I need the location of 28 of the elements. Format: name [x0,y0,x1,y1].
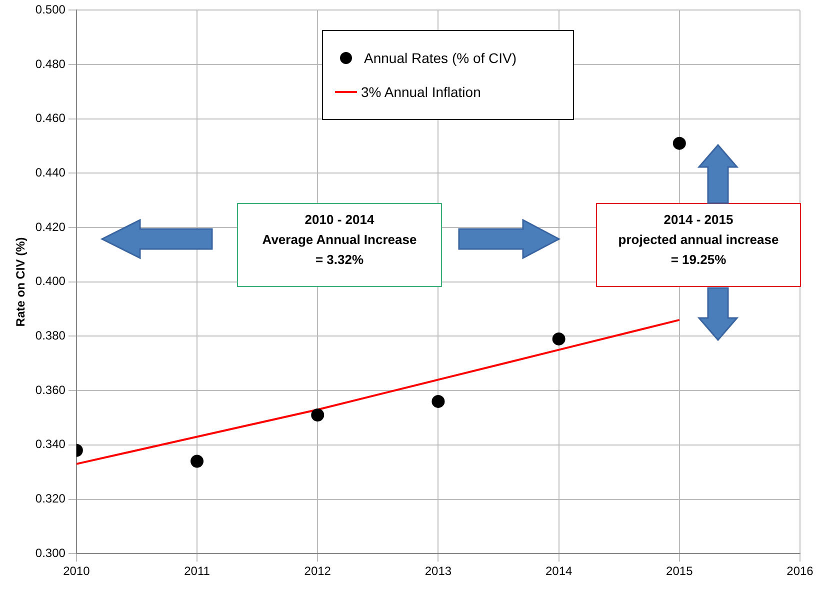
point [190,454,204,468]
y-tick-label: 0.440 [35,166,66,180]
y-tick-label: 0.400 [35,274,66,288]
y-tick-label: 0.320 [35,492,66,506]
legend-label: 3% Annual Inflation [361,84,481,100]
y-axis-title: Rate on CIV (%) [14,237,28,327]
point [432,394,445,408]
x-tick-label: 2014 [545,564,572,578]
y-tick-label: 0.380 [35,328,66,343]
y-tick-label: 0.480 [35,56,66,71]
y-tick-label: 0.300 [35,546,66,560]
point [311,408,324,422]
point [672,136,686,150]
x-tick-label: 2016 [786,564,814,578]
x-tick-label: 2012 [304,564,332,578]
y-tick-label: 0.500 [35,2,66,17]
x-tick-label: 2010 [63,564,90,578]
legend-label: Annual Rates (% of CIV) [364,50,517,66]
x-tick-label: 2015 [666,564,694,578]
x-tick-label: 2013 [424,564,452,578]
text-box: 2010 - 2014 Average Annual Increase = 3.32% [237,203,442,287]
y-tick-label: 0.460 [35,111,66,126]
point [552,332,566,346]
y-tick-label: 0.340 [35,437,66,452]
x-tick-label: 2011 [184,564,210,578]
y-tick-label: 0.420 [35,220,66,234]
text-box: 2014 - 2015 projected annual increase = 19.25% [596,203,801,287]
y-tick-label: 0.360 [35,382,66,397]
